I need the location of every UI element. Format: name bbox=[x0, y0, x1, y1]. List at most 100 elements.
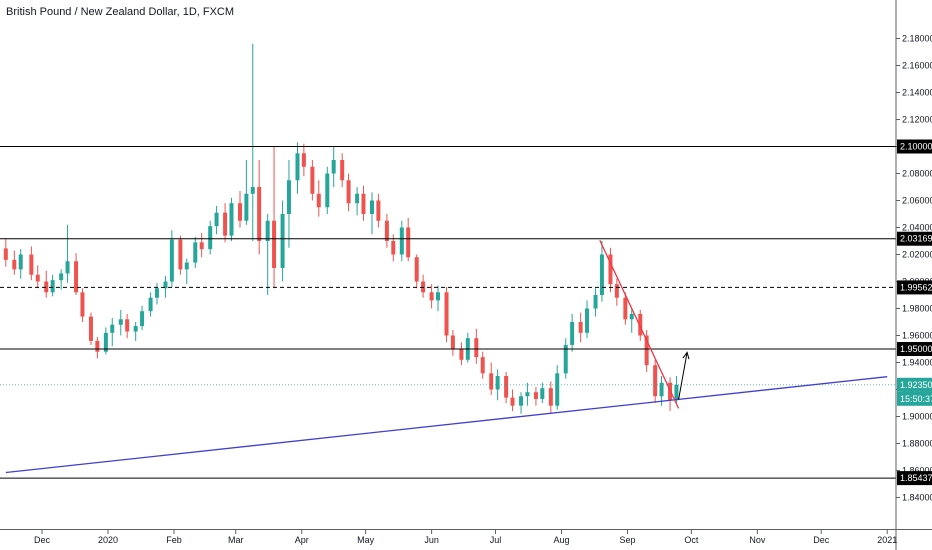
candle bbox=[399, 220, 404, 262]
candle bbox=[286, 160, 291, 248]
candle bbox=[533, 386, 538, 406]
candle bbox=[450, 330, 455, 356]
candle-body bbox=[272, 220, 277, 268]
candle bbox=[599, 241, 604, 302]
candle bbox=[563, 338, 568, 379]
price-tick-label: 2.18000 bbox=[902, 34, 932, 44]
candle-body bbox=[325, 173, 330, 208]
candle-body bbox=[361, 193, 366, 214]
candle bbox=[169, 230, 174, 287]
candle-body bbox=[474, 338, 479, 358]
candle-body bbox=[133, 326, 138, 332]
candle-body bbox=[406, 227, 411, 258]
candle-body bbox=[88, 316, 93, 341]
candle-body bbox=[44, 281, 49, 293]
candle bbox=[163, 276, 168, 298]
candle bbox=[103, 327, 108, 355]
chart-title: British Pound / New Zealand Dollar, 1D, … bbox=[6, 6, 235, 18]
projection-arrow[interactable] bbox=[678, 352, 688, 400]
candle-body bbox=[208, 226, 213, 250]
time-tick-label: Apr bbox=[295, 535, 309, 545]
candle-body bbox=[140, 311, 145, 327]
price-axis-background[interactable] bbox=[896, 0, 932, 530]
candles bbox=[3, 43, 679, 414]
price-tick-label: 1.90000 bbox=[902, 412, 932, 422]
candle bbox=[199, 232, 204, 258]
candle-body bbox=[593, 295, 598, 309]
candle-body bbox=[519, 396, 524, 406]
candle-body bbox=[29, 254, 34, 275]
candle bbox=[140, 305, 145, 331]
candle-body bbox=[214, 212, 219, 227]
candle bbox=[355, 187, 360, 216]
candle bbox=[436, 285, 440, 312]
candle-body bbox=[238, 203, 242, 221]
level-badge: 2.10000 bbox=[897, 139, 932, 154]
level-badge: 1.99562 bbox=[897, 280, 932, 295]
candle-body bbox=[74, 261, 79, 293]
price-tick-label: 1.86000 bbox=[902, 466, 932, 476]
candle bbox=[406, 218, 411, 262]
candle bbox=[154, 282, 159, 305]
candle bbox=[653, 359, 658, 403]
candle bbox=[465, 332, 470, 363]
candle bbox=[238, 191, 242, 228]
price-tick-label: 2.16000 bbox=[902, 61, 932, 71]
candle-body bbox=[193, 242, 198, 263]
candle bbox=[370, 192, 374, 235]
candle-body bbox=[599, 254, 604, 295]
candle bbox=[510, 389, 515, 412]
candle bbox=[593, 288, 598, 317]
price-tick-label: 1.96000 bbox=[902, 331, 932, 341]
drawings bbox=[5, 240, 888, 474]
candle bbox=[629, 308, 634, 333]
candle bbox=[489, 362, 494, 395]
candle-body bbox=[563, 344, 568, 374]
level-badge-bg bbox=[897, 231, 932, 246]
candle-body bbox=[504, 376, 509, 398]
candle bbox=[623, 292, 628, 325]
candle-body bbox=[199, 242, 204, 250]
trendline-support[interactable] bbox=[5, 376, 888, 474]
candle-body bbox=[118, 319, 123, 325]
candle bbox=[429, 284, 434, 309]
candle-body bbox=[429, 292, 434, 301]
candle-body bbox=[480, 357, 485, 374]
candle-body bbox=[50, 280, 55, 293]
candle-body bbox=[3, 248, 8, 260]
candle-body bbox=[489, 373, 494, 390]
candle bbox=[18, 249, 23, 279]
candle-body bbox=[250, 187, 255, 194]
candle-body bbox=[450, 335, 455, 349]
candle-body bbox=[629, 313, 634, 320]
candle-body bbox=[110, 324, 115, 333]
price-tick-label: 1.94000 bbox=[902, 358, 932, 368]
candle bbox=[178, 235, 183, 275]
candle bbox=[295, 142, 300, 194]
candle-body bbox=[570, 322, 575, 345]
candle bbox=[331, 146, 336, 187]
level-badge-text: 2.03169 bbox=[900, 234, 932, 244]
candle-body bbox=[414, 257, 419, 282]
level-badge-text: 1.85437 bbox=[900, 473, 932, 483]
candle-body bbox=[608, 254, 613, 285]
candle bbox=[59, 269, 64, 290]
price-tick-label: 2.08000 bbox=[902, 169, 932, 179]
candle-body bbox=[533, 392, 538, 399]
time-tick-label: 2020 bbox=[98, 535, 118, 545]
candle bbox=[310, 160, 315, 201]
time-axis[interactable]: Dec 2020 Feb Mar Apr May Jun Jul Aug Sep Oct Nov Dec… bbox=[34, 530, 897, 545]
candle-body bbox=[585, 308, 590, 333]
candle bbox=[376, 193, 381, 228]
candle-body bbox=[540, 388, 545, 399]
candle-body bbox=[18, 254, 23, 270]
trendline-resistance[interactable] bbox=[599, 240, 680, 409]
level-badge: 2.03169 bbox=[897, 231, 932, 246]
candle bbox=[88, 312, 93, 345]
candle-body bbox=[346, 180, 351, 204]
candle-body bbox=[184, 262, 189, 270]
price-tick-label: 2.02000 bbox=[902, 250, 932, 260]
price-tick-label: 2.14000 bbox=[902, 88, 932, 98]
candle bbox=[229, 197, 234, 241]
